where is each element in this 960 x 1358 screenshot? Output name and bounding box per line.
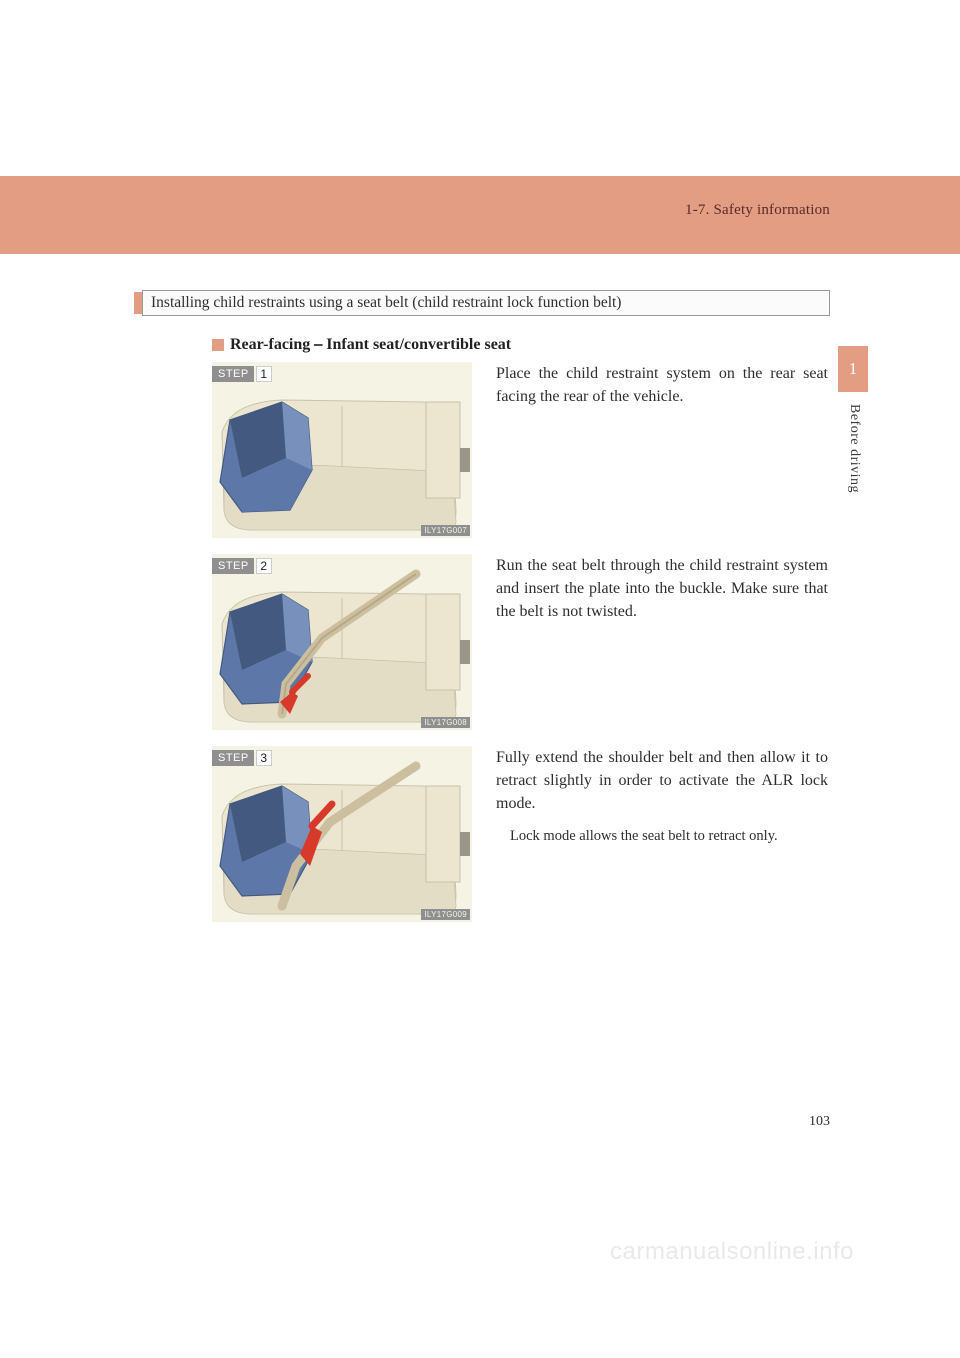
chapter-number: 1 [849,359,858,379]
step-badge-number: 1 [256,366,272,382]
step-row: STEP 1 ILY17G007 Place the child restrai… [212,362,828,538]
step-text: Fully extend the shoulder belt and then … [496,746,828,816]
manual-page: 1-7. Safety information 1 Before driving… [0,0,960,1358]
step-badge-label: STEP [212,366,254,382]
step-note: Lock mode allows the seat belt to retrac… [496,826,828,847]
section-title-text: Installing child restraints using a seat… [151,294,621,312]
seat-illustration-svg [212,554,472,730]
step-description: Run the seat belt through the child rest… [472,554,828,730]
chapter-label-vertical: Before driving [846,404,862,493]
subheading-bullet-icon [212,339,224,351]
sub-heading: Rear-facing ⎯ Infant seat/convertible se… [230,336,511,354]
illustration-id: ILY17G008 [421,717,470,728]
illustration-id: ILY17G007 [421,525,470,536]
step-description: Fully extend the shoulder belt and then … [472,746,828,922]
page-number: 103 [809,1114,830,1130]
watermark-text: carmanualsonline.info [610,1238,854,1266]
step-text: Place the child restraint system on the … [496,362,828,408]
section-accent-bar [134,292,142,314]
step-illustration: STEP 2 ILY17G008 [212,554,472,730]
step-badge-label: STEP [212,558,254,574]
step-badge-number: 2 [256,558,272,574]
step-badge: STEP 3 [212,749,272,767]
step-row: STEP 2 ILY17G008 Run the seat belt throu… [212,554,828,730]
step-badge: STEP 2 [212,557,272,575]
step-badge: STEP 1 [212,365,272,383]
seat-illustration-svg [212,746,472,922]
step-description: Place the child restraint system on the … [472,362,828,538]
step-row: STEP 3 ILY17G009 Fully extend the should… [212,746,828,922]
step-illustration: STEP 3 ILY17G009 [212,746,472,922]
step-badge-label: STEP [212,750,254,766]
illustration-id: ILY17G009 [421,909,470,920]
step-text: Run the seat belt through the child rest… [496,554,828,624]
chapter-tab: 1 [838,346,868,392]
steps-container: STEP 1 ILY17G007 Place the child restrai… [212,362,828,938]
header-section-text: 1-7. Safety information [685,202,830,219]
seat-illustration-svg [212,362,472,538]
section-title-box: Installing child restraints using a seat… [142,290,830,316]
step-badge-number: 3 [256,750,272,766]
step-illustration: STEP 1 ILY17G007 [212,362,472,538]
